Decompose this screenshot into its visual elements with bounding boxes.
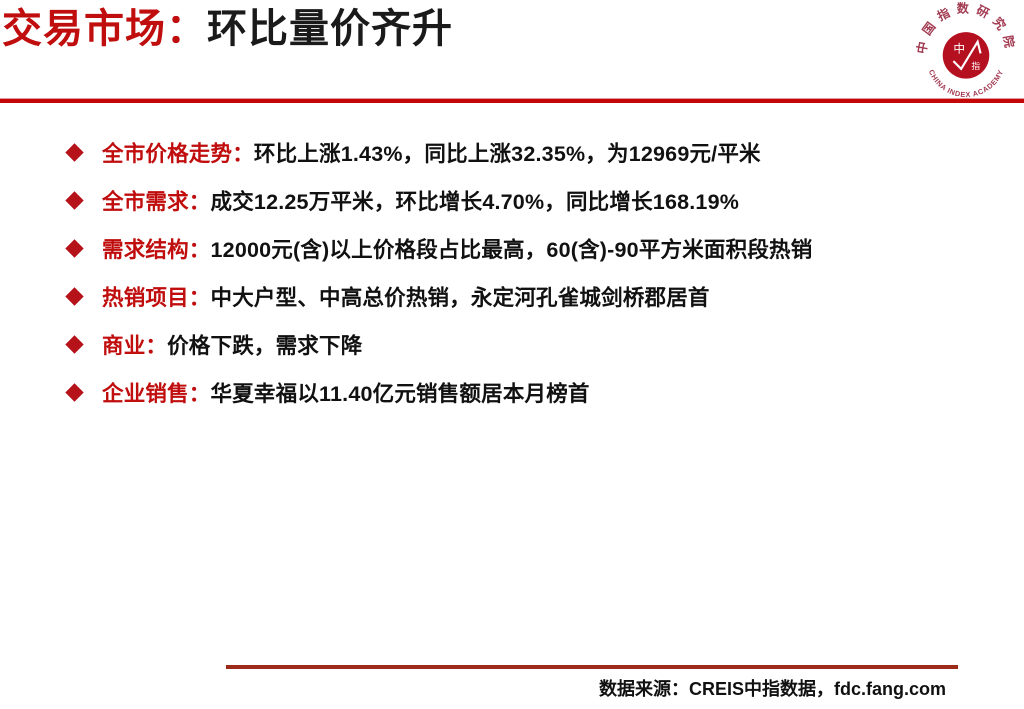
bullet-text: 需求结构：12000元(含)以上价格段占比最高，60(含)-90平方米面积段热销: [102, 233, 812, 264]
diamond-bullet-icon: [65, 142, 84, 162]
diamond-bullet-icon: [65, 334, 84, 354]
page-title: 交易市场：环比量价齐升: [2, 4, 453, 54]
bullet-item: 商业：价格下跌，需求下降: [0, 320, 1024, 368]
bullet-content: 成交12.25万平米，环比增长4.70%，同比增长168.19%: [210, 189, 740, 214]
bullet-label: 需求结构：: [102, 237, 211, 262]
diamond-bullet-icon: [65, 382, 84, 402]
bullet-item: 全市需求：成交12.25万平米，环比增长4.70%，同比增长168.19%: [0, 176, 1024, 224]
logo-index-line-icon: [952, 39, 982, 71]
bullet-label: 全市价格走势：: [102, 141, 254, 166]
diamond-bullet-icon: [65, 190, 84, 210]
bullet-label: 全市需求：: [102, 189, 211, 214]
bullet-item: 需求结构：12000元(含)以上价格段占比最高，60(含)-90平方米面积段热销: [0, 224, 1024, 272]
bullet-text: 企业销售：华夏幸福以11.40亿元销售额居本月榜首: [102, 377, 590, 408]
bullet-content: 价格下跌，需求下降: [167, 333, 363, 358]
bullet-item: 热销项目：中大户型、中高总价热销，永定河孔雀城剑桥郡居首: [0, 272, 1024, 320]
bullet-text: 全市价格走势：环比上涨1.43%，同比上涨32.35%，为12969元/平米: [102, 137, 761, 168]
title-highlight: 交易市场：: [2, 7, 207, 51]
logo-char-zhong: 中: [953, 42, 965, 55]
bullet-content: 环比上涨1.43%，同比上涨32.35%，为12969元/平米: [253, 141, 761, 166]
bullet-label: 商业：: [102, 333, 168, 358]
logo-char-zhi: 指: [971, 60, 980, 71]
logo-center-circle: [942, 32, 990, 79]
diamond-bullet-icon: [65, 286, 84, 306]
title-text: 环比量价齐升: [207, 7, 453, 51]
bullet-content: 华夏幸福以11.40亿元销售额居本月榜首: [210, 381, 590, 406]
diamond-bullet-icon: [65, 238, 84, 258]
bullet-content: 中大户型、中高总价热销，永定河孔雀城剑桥郡居首: [210, 285, 710, 310]
data-source-text: 数据来源：CREIS中指数据，fdc.fang.com: [598, 679, 946, 699]
bullet-list: 全市价格走势：环比上涨1.43%，同比上涨32.35%，为12969元/平米 全…: [0, 128, 1024, 416]
bullet-text: 全市需求：成交12.25万平米，环比增长4.70%，同比增长168.19%: [102, 185, 739, 216]
bullet-label: 企业销售：: [102, 381, 211, 406]
title-divider-rule: [0, 98, 1024, 103]
bullet-text: 热销项目：中大户型、中高总价热销，永定河孔雀城剑桥郡居首: [102, 281, 710, 312]
china-index-academy-logo-icon: 中国指数研究院 CHINA INDEX ACADEMY 中 指: [916, 2, 1012, 99]
footer-divider-rule: [226, 665, 958, 669]
bullet-content: 12000元(含)以上价格段占比最高，60(含)-90平方米面积段热销: [210, 237, 813, 262]
bullet-item: 全市价格走势：环比上涨1.43%，同比上涨32.35%，为12969元/平米: [0, 128, 1024, 176]
bullet-label: 热销项目：: [102, 285, 211, 310]
bullet-item: 企业销售：华夏幸福以11.40亿元销售额居本月榜首: [0, 368, 1024, 416]
bullet-text: 商业：价格下跌，需求下降: [102, 329, 362, 360]
